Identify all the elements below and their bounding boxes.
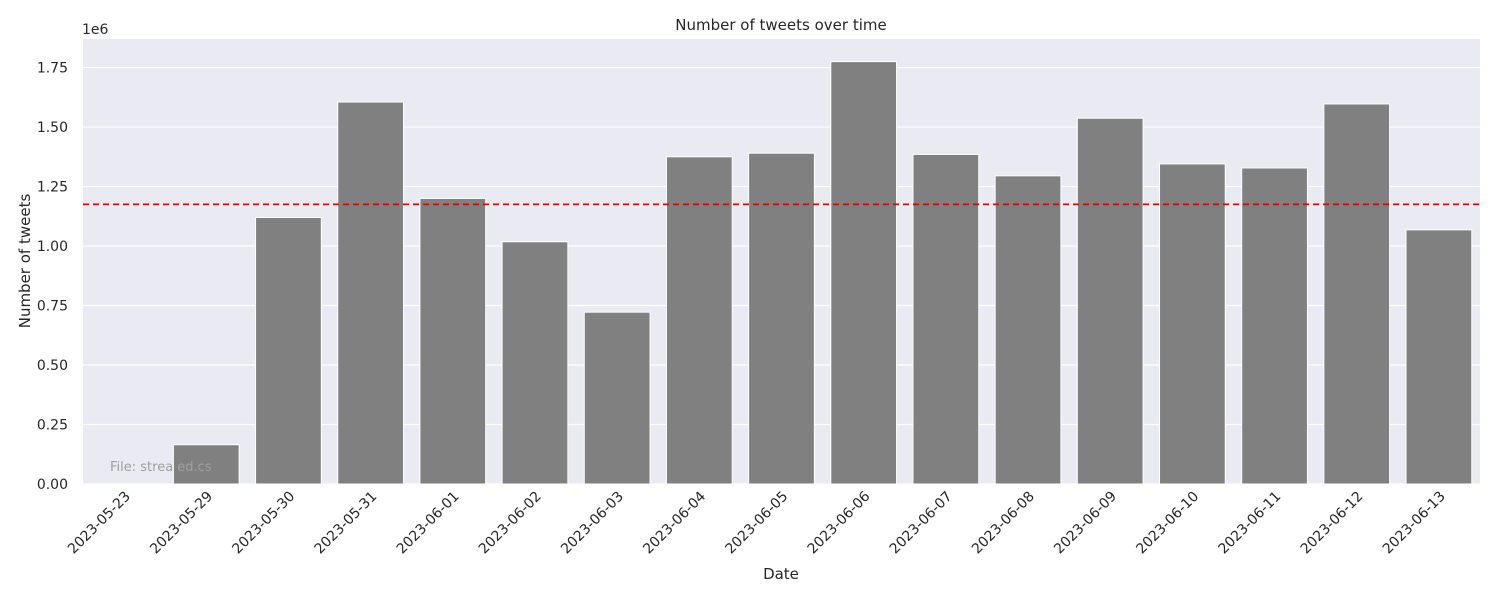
watermark-text: File: strea ed.cs [110,460,212,475]
y-tick-label: 0.75 [37,299,68,315]
y-tick-label: 1.75 [37,61,68,77]
x-tick-label: 2023-06-06 [805,488,874,557]
y-axis-ticks: 0.00 0.25 0.50 0.75 1.00 1.25 1.50 1.75 [37,61,68,493]
y-tick-label: 1.50 [37,120,68,136]
y-tick-label: 0.50 [37,358,68,374]
y-scale-label: 1e6 [82,22,109,38]
y-tick-label: 0.00 [37,477,68,493]
x-tick-label: 2023-06-02 [476,489,545,558]
bar-2023-06-05 [748,152,815,485]
y-tick-label: 0.25 [37,418,68,434]
x-tick-label: 2023-05-29 [147,489,216,558]
chart-title: Number of tweets over time [675,16,886,34]
x-tick-label: 2023-06-09 [1051,489,1120,558]
x-tick-label: 2023-06-07 [887,489,956,558]
bar-2023-06-04 [665,156,733,485]
bar-2023-06-06 [830,61,898,485]
x-tick-label: 2023-06-05 [722,489,791,558]
x-tick-label: 2023-06-10 [1133,489,1202,558]
bar-2023-05-29 [172,444,240,485]
y-tick-label: 1.00 [37,239,68,255]
y-tick-label: 1.25 [37,180,68,196]
bar-2023-06-10 [1159,163,1226,485]
bar-2023-06-08 [994,175,1062,485]
bar-2023-06-07 [912,153,980,485]
y-axis-label: Number of tweets [16,194,34,329]
x-tick-label: 2023-06-11 [1216,489,1285,558]
bar-2023-06-01 [419,197,487,485]
bar-2023-05-30 [255,216,322,485]
bar-2023-06-09 [1076,117,1144,485]
bar-2023-06-11 [1241,167,1308,485]
bar-2023-06-03 [583,311,651,485]
bar-2023-05-31 [337,101,404,485]
x-tick-label: 2023-06-03 [558,489,627,558]
x-tick-label: 2023-05-23 [65,489,134,558]
x-tick-label: 2023-06-13 [1380,489,1449,558]
x-tick-label: 2023-05-31 [312,489,381,558]
bar-2023-06-12 [1323,103,1391,485]
x-tick-label: 2023-06-04 [640,488,709,557]
x-axis-label: Date [763,565,799,583]
bar-2023-06-13 [1405,229,1473,485]
x-tick-label: 2023-06-01 [394,489,463,558]
x-axis-ticks: 2023-05-23 2023-05-29 2023-05-30 2023-05-31… [65,488,1449,557]
bars-group [172,61,1473,485]
x-tick-label: 2023-06-12 [1298,489,1367,558]
bar-2023-06-02 [501,241,569,485]
x-tick-label: 2023-06-08 [969,489,1038,558]
x-tick-label: 2023-05-30 [229,489,298,558]
